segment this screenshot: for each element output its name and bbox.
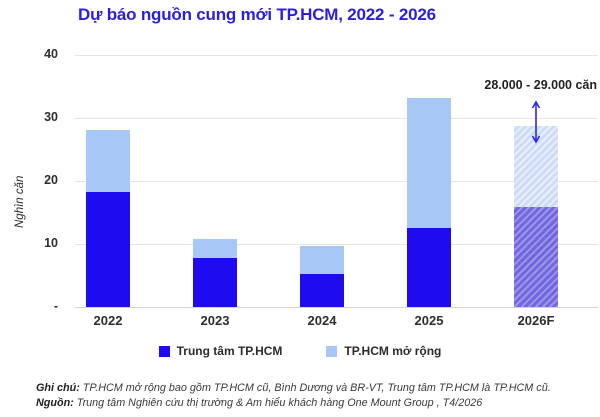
- legend-label: TP.HCM mở rộng: [344, 344, 442, 358]
- footer-source: Nguồn: Trung tâm Nghiên cứu thị trường &…: [36, 396, 592, 411]
- plot-area: [75, 55, 598, 308]
- gridline: [75, 181, 598, 182]
- x-tick-label: 2022: [93, 313, 123, 328]
- bar-segment-light: [86, 129, 130, 193]
- y-tick-label: -: [53, 299, 58, 313]
- footer-note-label: Ghi chú:: [36, 382, 80, 394]
- bar-segment-light: [300, 245, 344, 275]
- bar-segment-dark: [300, 274, 344, 307]
- bar-group-2024: [300, 245, 344, 307]
- range-arrow-icon: [531, 100, 541, 144]
- legend-swatch-dark: [158, 345, 170, 357]
- legend-label: Trung tâm TP.HCM: [176, 344, 283, 358]
- footer: Ghi chú: TP.HCM mở rộng bao gồm TP.HCM c…: [36, 381, 592, 411]
- bar-segment-dark: [193, 257, 237, 307]
- bar-group-2026f: [514, 126, 558, 307]
- gridline: [75, 244, 598, 245]
- bar-segment-light: [407, 97, 451, 228]
- legend-item-extended: TP.HCM mở rộng: [326, 344, 441, 358]
- bar-group-2025: [407, 97, 451, 307]
- x-tick-label: 2025: [414, 313, 444, 328]
- x-tick-label: 2026F: [517, 313, 555, 328]
- y-tick-label: 40: [44, 47, 58, 61]
- legend-item-center: Trung tâm TP.HCM: [158, 344, 283, 358]
- y-tick-label: 10: [44, 236, 58, 250]
- chart-title: Dự báo nguồn cung mới TP.HCM, 2022 - 202…: [78, 5, 436, 24]
- gridline: [75, 55, 598, 56]
- bar-segment-dark: [407, 227, 451, 307]
- bar-segment-dark: [86, 192, 130, 307]
- annotation-text: 28.000 - 29.000 căn: [484, 78, 597, 92]
- y-tick-label: 30: [44, 110, 58, 124]
- legend-swatch-light: [326, 345, 338, 357]
- footer-note-text: TP.HCM mở rộng bao gồm TP.HCM cũ, Bình D…: [79, 382, 551, 394]
- footer-source-label: Nguồn:: [36, 397, 74, 409]
- bar-group-2022: [86, 129, 130, 307]
- footer-source-text: Trung tâm Nghiên cứu thị trường & Am hiể…: [73, 397, 483, 409]
- gridline: [75, 307, 598, 308]
- bar-segment-dark: [514, 206, 558, 307]
- legend: Trung tâm TP.HCM TP.HCM mở rộng: [0, 344, 600, 358]
- bar-segment-light: [193, 238, 237, 258]
- x-tick-label: 2024: [307, 313, 337, 328]
- footer-note: Ghi chú: TP.HCM mở rộng bao gồm TP.HCM c…: [36, 381, 592, 396]
- gridline: [75, 118, 598, 119]
- bar-group-2023: [193, 238, 237, 307]
- x-tick-label: 2023: [200, 313, 230, 328]
- y-tick-label: 20: [44, 173, 58, 187]
